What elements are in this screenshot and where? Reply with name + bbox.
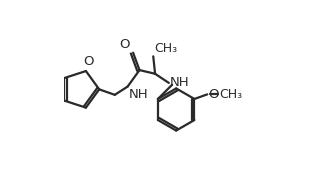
Text: NH: NH	[170, 76, 189, 89]
Text: O: O	[119, 38, 130, 51]
Text: CH₃: CH₃	[219, 88, 242, 101]
Text: CH₃: CH₃	[154, 42, 177, 55]
Text: NH: NH	[129, 87, 148, 100]
Text: O: O	[83, 55, 93, 68]
Text: O: O	[208, 88, 219, 101]
